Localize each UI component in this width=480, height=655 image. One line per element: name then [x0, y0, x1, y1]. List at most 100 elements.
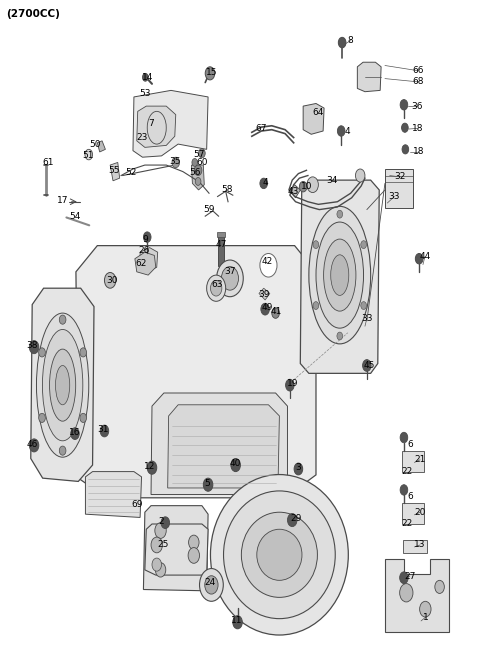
Polygon shape: [110, 162, 120, 181]
Text: 47: 47: [215, 240, 227, 250]
Text: 6: 6: [408, 440, 413, 449]
Text: 63: 63: [211, 280, 222, 290]
Text: 67: 67: [255, 124, 267, 133]
Text: 15: 15: [205, 67, 217, 77]
Text: 44: 44: [419, 252, 431, 261]
Text: 37: 37: [224, 267, 236, 276]
Text: 46: 46: [26, 440, 38, 449]
Ellipse shape: [257, 529, 302, 580]
Text: 64: 64: [312, 108, 324, 117]
Text: 50: 50: [89, 140, 101, 149]
Polygon shape: [303, 103, 324, 134]
Circle shape: [200, 569, 223, 601]
Circle shape: [337, 126, 345, 136]
Ellipse shape: [316, 222, 363, 328]
Polygon shape: [192, 165, 204, 190]
Circle shape: [400, 100, 408, 110]
Circle shape: [195, 178, 201, 185]
Circle shape: [362, 360, 371, 371]
Text: 62: 62: [135, 259, 147, 268]
Text: 4: 4: [262, 178, 268, 187]
Polygon shape: [76, 246, 316, 498]
Text: 14: 14: [142, 73, 153, 82]
Ellipse shape: [49, 349, 76, 421]
Text: 56: 56: [189, 168, 201, 178]
Circle shape: [231, 458, 240, 472]
Text: 17: 17: [57, 196, 68, 205]
Polygon shape: [135, 252, 156, 275]
Ellipse shape: [224, 491, 335, 618]
Circle shape: [286, 379, 294, 391]
Ellipse shape: [309, 206, 371, 344]
Circle shape: [221, 267, 239, 290]
Polygon shape: [151, 393, 288, 495]
Text: 69: 69: [131, 500, 143, 509]
Circle shape: [361, 240, 367, 248]
Text: 51: 51: [82, 151, 94, 160]
Text: 24: 24: [204, 578, 216, 588]
Text: 66: 66: [412, 66, 424, 75]
Polygon shape: [31, 288, 94, 481]
Text: 7: 7: [148, 119, 154, 128]
Circle shape: [144, 232, 151, 242]
Text: 6: 6: [408, 492, 413, 501]
Ellipse shape: [331, 255, 349, 295]
Ellipse shape: [210, 474, 348, 635]
Circle shape: [199, 149, 205, 158]
Circle shape: [300, 181, 307, 192]
Circle shape: [194, 165, 202, 176]
Circle shape: [204, 478, 213, 491]
Text: 25: 25: [157, 540, 168, 550]
Text: 8: 8: [348, 36, 354, 45]
Circle shape: [210, 280, 222, 296]
Circle shape: [147, 461, 157, 474]
Circle shape: [151, 537, 162, 553]
Text: 26: 26: [139, 246, 150, 255]
Text: 58: 58: [221, 185, 233, 195]
Text: 33: 33: [389, 192, 400, 201]
Circle shape: [71, 428, 79, 440]
Text: (2700CC): (2700CC): [6, 9, 60, 20]
Circle shape: [207, 275, 226, 301]
Text: 21: 21: [414, 455, 426, 464]
Circle shape: [100, 425, 109, 437]
Circle shape: [435, 580, 444, 593]
Circle shape: [261, 303, 269, 315]
Text: 2: 2: [159, 517, 164, 526]
Text: 3: 3: [296, 463, 301, 472]
Circle shape: [402, 123, 408, 132]
Text: 54: 54: [69, 212, 81, 221]
Polygon shape: [300, 180, 379, 373]
Text: 68: 68: [412, 77, 424, 86]
Bar: [402, 451, 424, 472]
Circle shape: [105, 272, 116, 288]
Circle shape: [205, 576, 218, 594]
Ellipse shape: [42, 329, 83, 441]
Text: 59: 59: [204, 205, 215, 214]
Text: 36: 36: [411, 102, 423, 111]
Polygon shape: [97, 141, 106, 152]
Polygon shape: [85, 472, 142, 517]
Circle shape: [294, 463, 303, 475]
Polygon shape: [140, 248, 158, 272]
Text: 16: 16: [69, 428, 80, 437]
Circle shape: [307, 177, 318, 193]
Circle shape: [29, 439, 39, 452]
Text: 18: 18: [411, 124, 423, 133]
Bar: [402, 503, 424, 524]
Text: 61: 61: [43, 158, 54, 167]
Circle shape: [420, 601, 431, 617]
Text: 38: 38: [26, 341, 38, 350]
Circle shape: [361, 301, 367, 309]
Polygon shape: [133, 90, 208, 157]
Text: 43: 43: [288, 187, 300, 196]
Circle shape: [80, 348, 86, 357]
Circle shape: [189, 535, 199, 550]
Text: 19: 19: [287, 379, 299, 388]
Circle shape: [39, 413, 45, 422]
Text: 52: 52: [125, 168, 136, 178]
Text: 35: 35: [169, 157, 180, 166]
Text: 13: 13: [414, 540, 426, 550]
Text: 5: 5: [204, 479, 210, 488]
Circle shape: [85, 149, 93, 160]
